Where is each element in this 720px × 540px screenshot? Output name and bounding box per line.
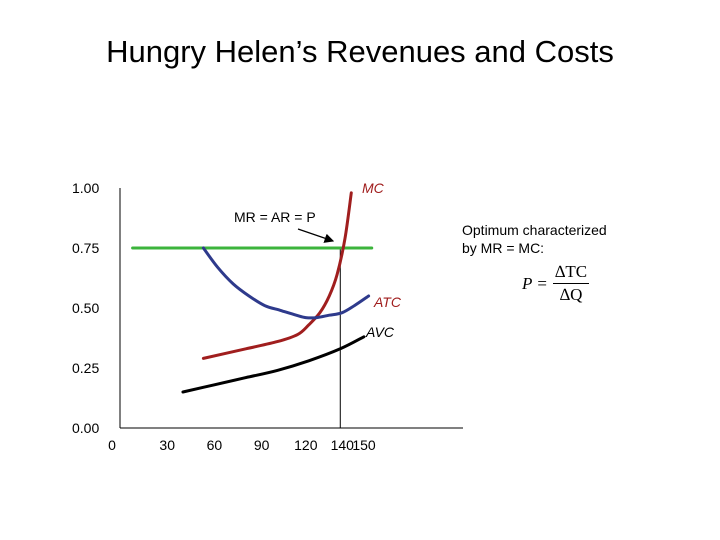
y-tick-label: 0.00 <box>72 420 99 436</box>
y-tick-label: 0.50 <box>72 300 99 316</box>
avc-curve <box>181 335 366 394</box>
x-tick-label: 60 <box>207 437 223 453</box>
atc-curve <box>201 246 371 320</box>
annotation-line-2: by MR = MC: <box>462 240 545 256</box>
annotation-line-1: Optimum characterized <box>462 222 607 238</box>
x-tick-label: 120 <box>294 437 318 453</box>
avc-label: AVC <box>365 324 395 340</box>
formula-equals: = <box>537 273 547 293</box>
formula-numerator: ∆TC <box>552 262 590 284</box>
price-formula: P = ∆TC ∆Q <box>522 262 590 305</box>
atc-label: ATC <box>373 294 402 310</box>
x-tick-label: 140 <box>331 437 355 453</box>
mr-pointer-arrow <box>297 228 335 243</box>
chart-title: Hungry Helen’s Revenues and Costs <box>106 34 614 69</box>
mc-label: MC <box>362 180 385 196</box>
formula-lhs: P <box>522 273 533 293</box>
y-tick-label: 1.00 <box>72 180 99 196</box>
mr-label: MR = AR = P <box>234 209 316 225</box>
x-tick-label: 150 <box>352 437 376 453</box>
y-tick-label: 0.25 <box>72 360 99 376</box>
x-tick-label: 0 <box>108 437 116 453</box>
x-tick-label: 90 <box>254 437 270 453</box>
formula-denominator: ∆Q <box>559 285 583 304</box>
optimum-annotation: Optimum characterized by MR = MC: <box>462 221 607 257</box>
formula-fraction: ∆TC ∆Q <box>552 262 590 305</box>
y-tick-label: 0.75 <box>72 240 99 256</box>
x-tick-label: 30 <box>159 437 175 453</box>
